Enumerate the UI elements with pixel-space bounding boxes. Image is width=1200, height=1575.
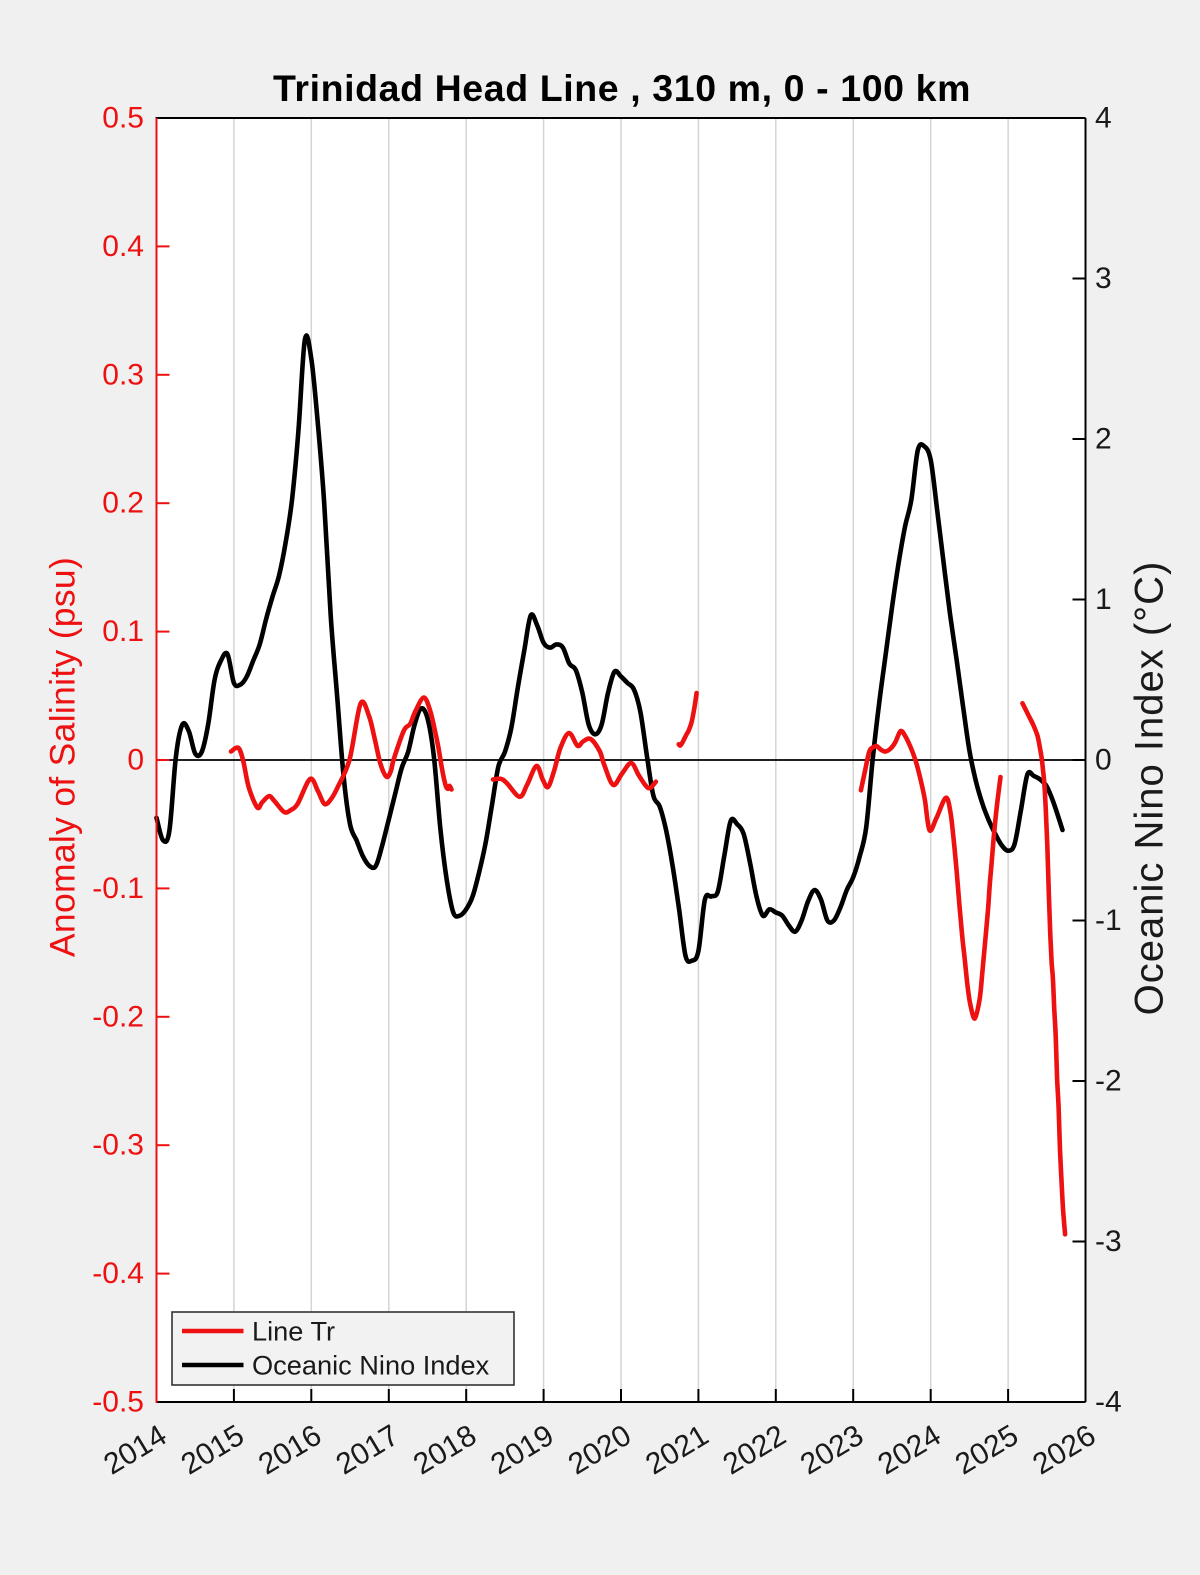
svg-text:0.2: 0.2: [102, 487, 144, 520]
svg-text:-1: -1: [1095, 904, 1122, 937]
svg-text:-0.5: -0.5: [92, 1386, 144, 1419]
svg-text:0.1: 0.1: [102, 615, 144, 648]
svg-text:Line Tr: Line Tr: [252, 1316, 335, 1347]
svg-text:0.4: 0.4: [102, 230, 144, 263]
svg-text:-2: -2: [1095, 1065, 1122, 1098]
svg-text:0: 0: [127, 744, 144, 777]
svg-text:4: 4: [1095, 102, 1112, 135]
svg-text:-0.1: -0.1: [92, 872, 144, 905]
svg-text:3: 3: [1095, 262, 1112, 295]
svg-text:-3: -3: [1095, 1225, 1122, 1258]
svg-text:0: 0: [1095, 744, 1112, 777]
svg-text:-0.2: -0.2: [92, 1000, 144, 1033]
svg-text:2: 2: [1095, 423, 1112, 456]
svg-text:Oceanic Nino Index (°C): Oceanic Nino Index (°C): [1128, 561, 1172, 1016]
svg-text:-0.3: -0.3: [92, 1129, 144, 1162]
svg-text:-4: -4: [1095, 1386, 1122, 1419]
svg-text:1: 1: [1095, 583, 1112, 616]
svg-text:Anomaly of Salinity (psu): Anomaly of Salinity (psu): [43, 557, 83, 957]
svg-text:-0.4: -0.4: [92, 1257, 144, 1290]
svg-text:Trinidad Head Line , 310 m, 0: Trinidad Head Line , 310 m, 0 - 100 km: [273, 67, 971, 109]
svg-text:0.3: 0.3: [102, 358, 144, 391]
svg-text:Oceanic Nino Index: Oceanic Nino Index: [252, 1350, 490, 1381]
svg-text:0.5: 0.5: [102, 102, 144, 135]
